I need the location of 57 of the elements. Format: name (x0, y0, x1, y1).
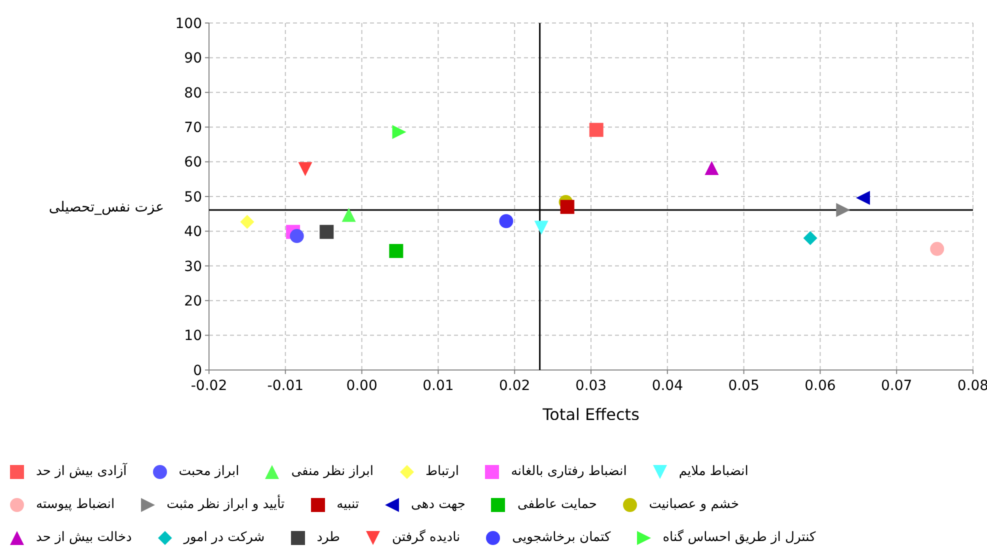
y-tick-label: 40 (184, 224, 202, 240)
legend-label: انضباط رفتاری بالغانه (510, 464, 627, 479)
y-axis-title: عزت نفس_تحصیلی (48, 200, 164, 216)
legend-label: انضباط ملایم (678, 464, 748, 479)
x-tick-label: 0.01 (422, 378, 454, 394)
point (560, 200, 574, 214)
y-tick-label: 90 (184, 50, 202, 67)
point (589, 122, 604, 137)
point (534, 220, 548, 235)
x-tick-label: 0.00 (346, 378, 378, 394)
y-tick-label: 50 (184, 189, 202, 206)
x-tick-label: 0.04 (652, 378, 684, 394)
legend-label: دخالت بیش از حد (36, 530, 132, 545)
legend-label: خشم و عصبانیت (648, 497, 740, 512)
legend-label: ابراز نظر منفی (291, 464, 374, 479)
point (930, 242, 944, 256)
point (499, 214, 514, 228)
point (392, 124, 406, 139)
point (240, 214, 254, 229)
y-tick-label: 20 (184, 294, 202, 310)
legend-label: انضباط پیوسته (36, 497, 115, 512)
legend-label: کنترل از طریق احساس گناه (662, 530, 816, 545)
x-tick-label: 0.02 (499, 378, 530, 394)
legend-label: ارتباط (426, 464, 459, 479)
legend-label: آزادی بیش از حد (36, 464, 127, 479)
y-tick-label: 10 (184, 328, 202, 344)
point (803, 231, 818, 246)
y-tick-label: 60 (184, 154, 202, 171)
legend-label: کتمان برخاشجویی (512, 530, 611, 545)
legend-label: حمایت عاطفی (517, 497, 597, 512)
x-tick-label: 0.05 (728, 378, 760, 394)
legend-label: شرکت در امور (184, 530, 265, 545)
legend-label: تأیید و ابراز نظر مثبت (166, 497, 285, 512)
legend-label: نادیده گرفتن (392, 530, 460, 545)
point (856, 190, 870, 205)
x-tick-label: 0.03 (575, 378, 607, 394)
y-tick-label: 100 (175, 16, 202, 32)
y-tick-label: 30 (184, 258, 202, 275)
y-tick-label: 80 (184, 85, 202, 102)
x-tick-label: -0.02 (190, 378, 228, 394)
x-axis-title: Total Effects (542, 405, 640, 424)
point (290, 229, 304, 244)
point (389, 244, 404, 258)
legend-label: تنبیه (336, 497, 360, 512)
point (342, 208, 356, 222)
y-tick-label: 70 (184, 120, 202, 136)
y-tick-label: 0 (193, 362, 202, 379)
x-tick-label: -0.01 (267, 378, 304, 394)
legend-label: ابراز محبت (178, 464, 240, 479)
point (320, 224, 334, 239)
point (704, 161, 719, 176)
legend-label: جهت دهی (411, 497, 466, 512)
legend-label: طرد (316, 530, 340, 545)
x-tick-label: 0.07 (881, 378, 912, 394)
point (298, 162, 312, 176)
point (836, 203, 850, 218)
x-tick-label: 0.06 (804, 378, 836, 394)
